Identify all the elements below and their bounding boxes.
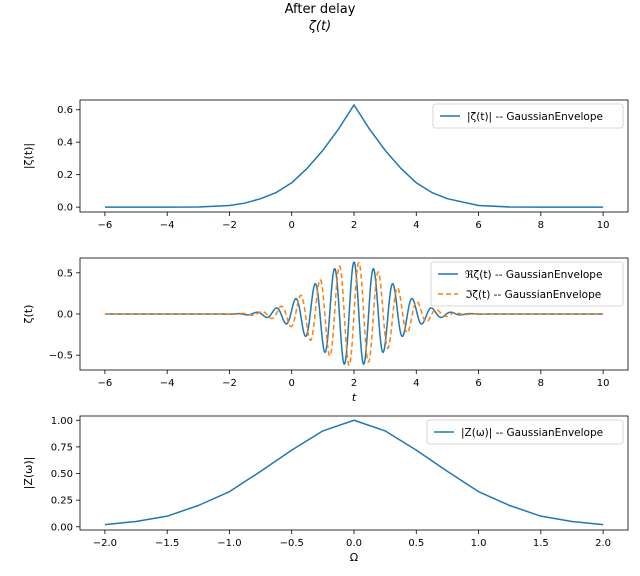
x-tick-label: 8 — [538, 378, 544, 389]
x-tick-label: 8 — [538, 220, 544, 231]
chart-panel-2: −6 −4 −2 0 2 4 6 8 10 −0.5 0.0 0.5 ζ(t) t ℜζ(t) -- Gau… — [22, 257, 629, 404]
x-axis-label: t — [352, 391, 357, 404]
legend-label-2: ℑζ(t) -- GaussianEnvelope — [465, 289, 601, 301]
y-tick-label: 0.4 — [57, 138, 73, 149]
y-tick-label: 0.75 — [51, 442, 73, 453]
legend-box — [432, 103, 624, 129]
legend-label-1: ℜζ(t) -- GaussianEnvelope — [465, 269, 602, 281]
figure-title-line1: After delay — [285, 2, 356, 17]
y-axis-label: |Z(ω)| — [22, 457, 35, 490]
x-axis-label: Ω — [350, 551, 358, 564]
x-tick-label: 10 — [597, 220, 610, 231]
x-tick-label: 0.5 — [408, 538, 424, 549]
legend-box — [430, 261, 624, 307]
x-tick-label: 0 — [289, 378, 295, 389]
series-line-1-1 — [104, 104, 604, 208]
y-tick-label: 0.0 — [57, 310, 73, 321]
figure-title-line2: ζ(t) — [308, 19, 331, 34]
x-tick-label: −2.0 — [93, 538, 117, 549]
legend-label-1: |Z(ω)| -- GaussianEnvelope — [461, 427, 603, 439]
x-tick-label: −4 — [160, 378, 175, 389]
legend-label-1: |ζ(t)| -- GaussianEnvelope — [467, 111, 603, 123]
x-tick-label: 2 — [351, 378, 357, 389]
chart-panel-3: −2.0 −1.5 −1.0 −0.5 0.0 0.5 1.0 1.5 2.0 0.00 0.25 0… — [22, 415, 629, 564]
x-tick-label: −2 — [222, 378, 237, 389]
x-tick-label: −4 — [160, 220, 175, 231]
x-tick-label: 10 — [597, 378, 610, 389]
x-tick-label: −6 — [98, 220, 113, 231]
x-tick-label: 0 — [289, 220, 295, 231]
x-tick-label: −2 — [222, 220, 237, 231]
x-tick-label: −0.5 — [280, 538, 304, 549]
x-tick-label: 6 — [475, 220, 481, 231]
y-tick-label: 0.25 — [51, 496, 73, 507]
x-tick-label: 2.0 — [595, 538, 611, 549]
series-line-2-2 — [104, 261, 604, 367]
x-tick-label: 6 — [475, 378, 481, 389]
y-tick-label: 0.50 — [51, 469, 73, 480]
y-tick-label: 0.00 — [51, 522, 73, 533]
chart-panel-1: −6 −4 −2 0 2 4 6 8 10 0.0 0.2 0.4 0.6 |ζ(t)| |ζ(t)| --… — [22, 99, 629, 231]
y-tick-label: −0.5 — [49, 351, 73, 362]
x-tick-label: −1.5 — [155, 538, 179, 549]
x-tick-label: 1.0 — [471, 538, 487, 549]
x-tick-label: 2 — [351, 220, 357, 231]
y-tick-label: 0.0 — [57, 203, 73, 214]
y-tick-label: 1.00 — [51, 416, 73, 427]
legend-box — [426, 419, 624, 445]
x-tick-label: 0.0 — [346, 538, 362, 549]
x-tick-label: −6 — [98, 378, 113, 389]
y-tick-label: 0.5 — [57, 268, 73, 279]
series-line-3-1 — [104, 419, 604, 526]
y-tick-label: 0.2 — [57, 170, 73, 181]
x-tick-label: 1.5 — [533, 538, 549, 549]
y-axis-label: |ζ(t)| — [22, 143, 35, 169]
charts-group: −6 −4 −2 0 2 4 6 8 10 0.0 0.2 0.4 0.6 |ζ(t)| |ζ(t)| --… — [22, 99, 629, 564]
y-axis-label: ζ(t) — [22, 305, 35, 324]
y-tick-label: 0.6 — [57, 105, 73, 116]
x-tick-label: 4 — [413, 378, 419, 389]
x-tick-label: −1.0 — [217, 538, 241, 549]
x-tick-label: 4 — [413, 220, 419, 231]
